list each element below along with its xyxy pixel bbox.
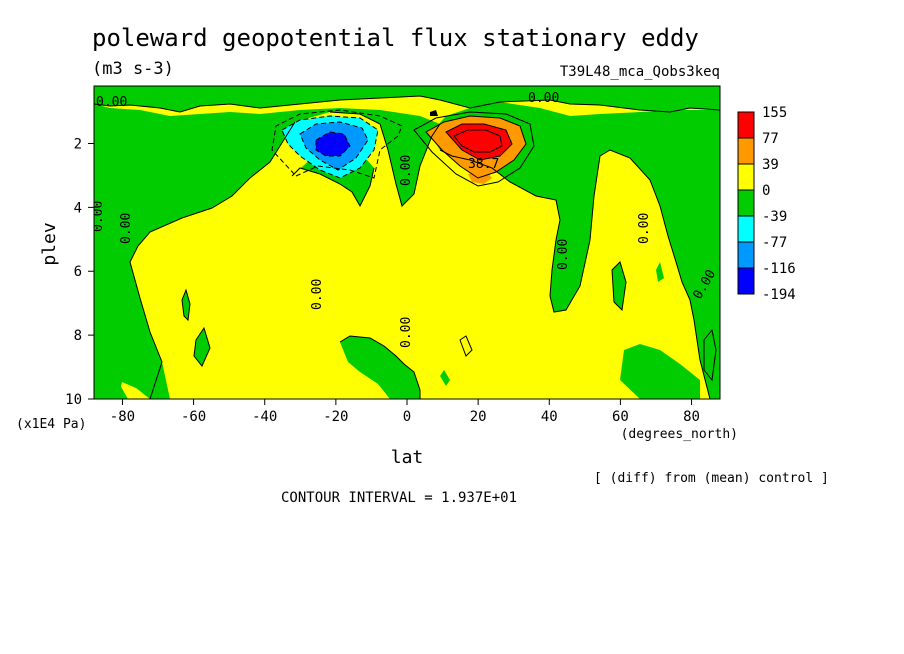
x-tick-label: -20: [323, 409, 348, 425]
north-green-region: [430, 102, 720, 399]
legend-level-label: 155: [762, 105, 787, 121]
x-axis-units: (degrees_north): [621, 427, 738, 442]
blue-core: [316, 132, 350, 156]
chart-title: poleward geopotential flux stationary ed…: [92, 24, 699, 52]
y-axis-label: plev: [39, 222, 60, 265]
legend-level-label: 39: [762, 157, 779, 173]
legend-swatch: [737, 163, 755, 191]
legend-swatch: [737, 111, 755, 139]
legend-level-label: -77: [762, 235, 787, 251]
x-tick-label: 20: [470, 409, 487, 425]
x-tick-label: 80: [683, 409, 700, 425]
plot-area: 0.00 0.00 0.00 0.00 0.00 0.00 0.00 0.00 …: [91, 86, 720, 399]
red-core: [446, 124, 512, 160]
footer-note: [ (diff) from (mean) control ]: [594, 471, 829, 486]
y-tick-label: 10: [65, 392, 82, 408]
south-green-region: [94, 104, 440, 399]
units-label: (m3 s-3): [92, 59, 174, 79]
y-axis-units: (x1E4 Pa): [16, 417, 86, 432]
island-3: [612, 262, 626, 310]
contour-label: 0.00: [399, 317, 414, 348]
legend-swatch: [737, 267, 755, 295]
contour-label-group: 0.00 0.00 0.00 0.00 0.00 0.00 0.00 0.00 …: [91, 91, 719, 348]
contour-label: 0.00: [637, 213, 652, 244]
island-8: [440, 370, 450, 386]
contour-label: 0.00: [91, 201, 106, 232]
x-axis: -80 -60 -40 -20 0 20 40 60 80: [110, 399, 700, 425]
zero-contours: [94, 95, 720, 399]
contour-label: 0.00: [96, 95, 127, 110]
lower-center-green: [340, 336, 420, 399]
contour-label: 0.00: [556, 239, 571, 270]
contour-label: 0.00: [310, 279, 325, 310]
legend-level-label: -116: [762, 261, 796, 277]
legend-swatch: [737, 137, 755, 165]
legend-level-label: 77: [762, 131, 779, 147]
x-tick-label: 40: [541, 409, 558, 425]
contour-label: 0.00: [528, 91, 559, 106]
x-tick-label: -60: [181, 409, 206, 425]
y-tick-label: 2: [74, 136, 82, 152]
run-label: T39L48_mca_Qobs3keq: [560, 64, 720, 80]
x-tick-label: -40: [252, 409, 277, 425]
contour-label: 0.00: [399, 155, 414, 186]
legend-level-label: -194: [762, 287, 796, 303]
lower-south-green: [94, 375, 128, 399]
contour-interval: CONTOUR INTERVAL = 1.937E+01: [281, 490, 517, 506]
x-axis-label: lat: [391, 447, 424, 468]
legend-level-label: -39: [762, 209, 787, 225]
legend-level-label: 0: [762, 183, 770, 199]
y-axis: 2 4 6 8 10: [65, 136, 94, 408]
contour-label: 38.7: [468, 157, 499, 172]
y-tick-label: 4: [74, 200, 82, 216]
top-band-region: [94, 86, 720, 112]
x-tick-label: 0: [403, 409, 411, 425]
x-tick-label: 60: [612, 409, 629, 425]
legend-swatch: [737, 241, 755, 269]
negative-extremum: [271, 109, 403, 179]
positive-extremum: [413, 110, 535, 187]
island-6: [460, 336, 472, 356]
legend-swatch: [737, 189, 755, 217]
island-5: [704, 330, 716, 380]
y-tick-label: 6: [74, 264, 82, 280]
y-tick-label: 8: [74, 328, 82, 344]
island-4: [656, 262, 664, 282]
contour-label: 0.00: [119, 213, 134, 244]
x-tick-label: -80: [110, 409, 135, 425]
legend-swatch: [737, 215, 755, 243]
legend: 155 77 39 0 -39 -77 -116 -194: [737, 105, 796, 303]
island-7: [620, 344, 700, 399]
